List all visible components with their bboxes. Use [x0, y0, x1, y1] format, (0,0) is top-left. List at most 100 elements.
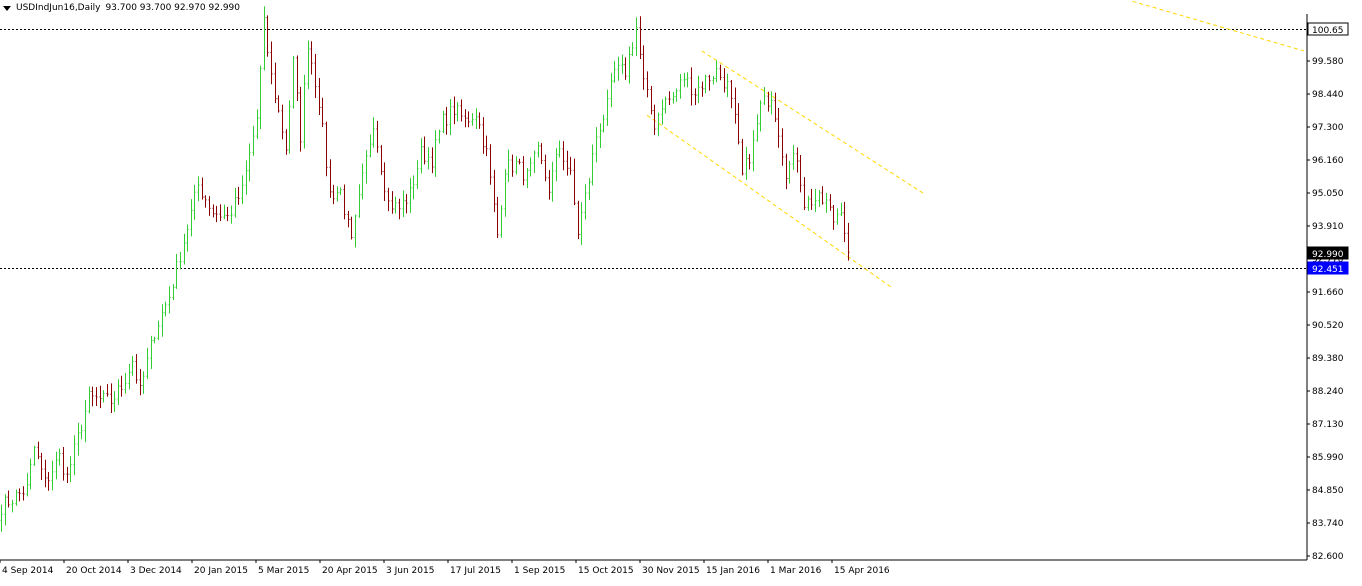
ohlc-bar — [102, 390, 105, 403]
ohlc-bar — [113, 391, 116, 413]
ohlc-bar — [606, 89, 609, 126]
ohlc-bar — [69, 456, 72, 483]
svg-text:100.65: 100.65 — [1312, 26, 1344, 36]
ohlc-bar — [814, 188, 817, 212]
ohlc-bar — [672, 91, 675, 104]
ohlc-bar — [383, 162, 386, 201]
ohlc-bar — [577, 200, 580, 239]
ohlc-bar — [537, 141, 540, 158]
ohlc-bar — [646, 71, 649, 98]
ohlc-bar — [602, 114, 605, 133]
ohlc-bar — [84, 400, 87, 443]
ohlc-bar — [11, 499, 14, 513]
ohlc-bar — [777, 108, 780, 148]
ohlc-bar — [131, 356, 134, 376]
ohlc-bar — [412, 175, 415, 200]
ohlc-bar — [420, 138, 423, 174]
ohlc-bar — [186, 224, 189, 252]
ohlc-bar — [285, 129, 288, 155]
ohlc-bar — [124, 373, 127, 394]
ohlc-bar — [416, 160, 419, 190]
ohlc-bar — [245, 160, 248, 195]
ohlc-bar — [759, 100, 762, 132]
price-axis — [0, 14, 1308, 561]
ohlc-bar — [580, 202, 583, 245]
ohlc-bar — [150, 335, 153, 370]
ohlc-bar — [0, 504, 3, 532]
ohlc-bar — [26, 473, 29, 497]
price-tick-label: 85.990 — [1312, 453, 1344, 463]
time-tick-label: 15 Oct 2015 — [578, 566, 634, 576]
ohlc-bar — [522, 156, 525, 186]
ohlc-bar — [168, 286, 171, 314]
price-tick-label: 95.050 — [1312, 189, 1344, 199]
ohlc-bar — [774, 92, 777, 123]
ohlc-bar — [847, 222, 850, 261]
ohlc-bar — [741, 138, 744, 176]
ohlc-bar — [405, 194, 408, 214]
ohlc-bar — [256, 109, 259, 140]
ohlc-bar — [40, 452, 43, 481]
ohlc-bar — [500, 205, 503, 238]
ohlc-bar — [248, 143, 251, 182]
ohlc-bar — [599, 123, 602, 149]
ohlc-bar — [157, 320, 160, 340]
ohlc-bar — [475, 108, 478, 129]
ohlc-bar — [471, 113, 474, 126]
ohlc-bar — [515, 156, 518, 175]
ohlc-bar — [299, 86, 302, 152]
ohlc-bar — [496, 196, 499, 239]
trendline-channel-upper[interactable] — [701, 50, 925, 195]
ohlc-bar — [153, 336, 156, 344]
ohlc-bar — [588, 178, 591, 201]
horizontal-lines-layer — [0, 29, 1307, 269]
ohlc-bar — [628, 46, 631, 84]
price-tick-label: 88.240 — [1312, 387, 1344, 397]
ohlc-bar — [365, 150, 368, 184]
ohlc-bar — [639, 16, 642, 60]
ohlc-bar — [372, 117, 375, 148]
ohlc-bar — [7, 490, 10, 508]
ohlc-bar — [292, 55, 295, 109]
trendline-top-right-line[interactable] — [1132, 0, 1305, 52]
ohlc-bar — [431, 147, 434, 174]
ohlc-bar — [752, 130, 755, 172]
ohlc-bar — [584, 184, 587, 220]
ohlc-bar — [358, 184, 361, 218]
ohlc-bar — [566, 150, 569, 176]
ohlc-bar — [234, 188, 237, 218]
ohlc-bar — [398, 198, 401, 220]
ohlc-bar — [453, 96, 456, 125]
ohlc-bar — [562, 141, 565, 171]
ohlc-bar — [730, 79, 733, 109]
ohlc-bar — [621, 54, 624, 74]
ohlc-bar — [347, 210, 350, 228]
ohlc-bar — [135, 354, 138, 384]
ohlc-bar — [394, 196, 397, 214]
ohlc-bar — [354, 214, 357, 248]
time-axis-labels: 4 Sep 2014 20 Oct 2014 3 Dec 2014 20 Jan 20… — [0, 560, 890, 576]
ohlc-bar — [434, 130, 437, 177]
price-tag-line-1: 92.451 — [1307, 261, 1349, 275]
ohlc-bar — [442, 110, 445, 134]
ohlc-bar — [314, 53, 317, 98]
ohlc-bar — [288, 100, 291, 154]
price-tick-label: 93.910 — [1312, 222, 1344, 232]
ohlc-bar — [402, 190, 405, 218]
current-price-tag: 92.990 — [1307, 246, 1349, 260]
ohlc-values: 93.700 93.700 92.970 92.990 — [105, 3, 241, 13]
ohlc-bar — [33, 445, 36, 466]
ohlc-bar — [343, 184, 346, 220]
price-tick-label: 83.740 — [1312, 519, 1344, 529]
collapse-triangle-icon[interactable] — [3, 5, 11, 11]
ohlc-bar — [230, 205, 233, 224]
trendline-channel-lower[interactable] — [646, 114, 892, 288]
ohlc-bar — [146, 347, 149, 379]
ohlc-bar — [635, 17, 638, 57]
ohlc-bar — [336, 186, 339, 202]
ohlc-bar — [91, 386, 94, 407]
ohlc-bar — [329, 159, 332, 198]
price-tags: 100.65 92.451 92.990 — [1307, 22, 1349, 275]
